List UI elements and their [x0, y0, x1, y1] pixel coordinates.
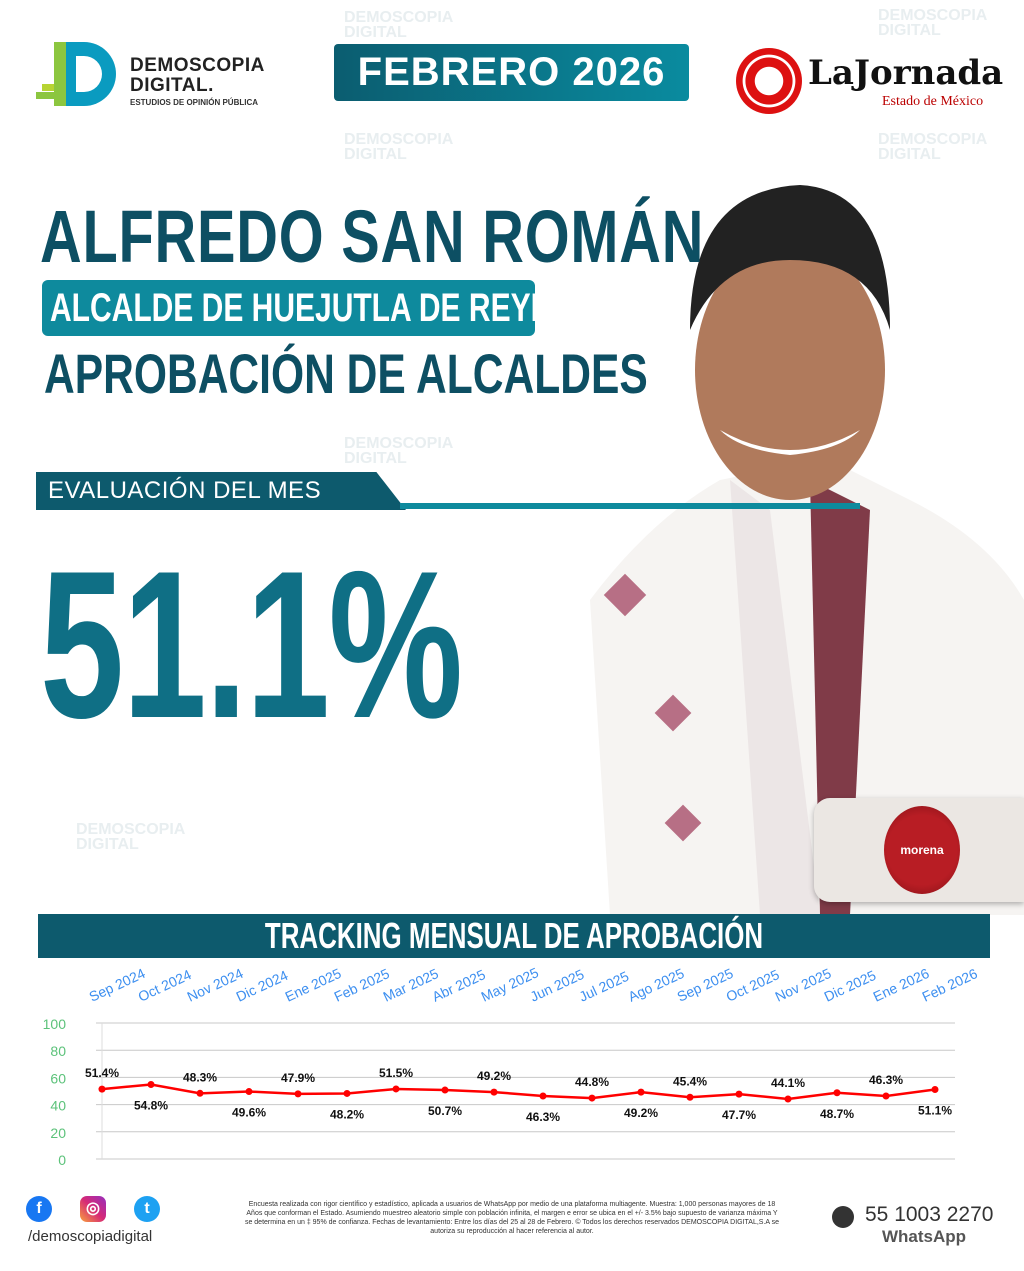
data-label: 47.9%	[281, 1071, 315, 1085]
y-tick-label: 40	[50, 1098, 66, 1114]
watermark: DEMOSCOPIA DIGITAL	[878, 7, 988, 39]
data-point	[833, 1089, 841, 1097]
data-label: 51.5%	[379, 1066, 413, 1080]
candidate-name: ALFREDO SAN ROMÁN	[40, 195, 705, 278]
instagram-icon[interactable]: ◎	[80, 1196, 106, 1222]
data-label: 44.8%	[575, 1075, 609, 1089]
evaluation-label: EVALUACIÓN DEL MES	[48, 477, 322, 504]
x-tick-label: Oct 2025	[724, 966, 782, 1005]
tracking-title: TRACKING MENSUAL DE APROBACIÓN	[264, 915, 764, 956]
y-tick-label: 100	[43, 1016, 67, 1032]
x-tick-label: Oct 2024	[136, 966, 194, 1005]
watermark: DEMOSCOPIA DIGITAL	[344, 435, 454, 467]
x-tick-label: Feb 2025	[332, 965, 393, 1005]
demoscopia-d-icon	[36, 42, 116, 106]
data-label: 50.7%	[428, 1104, 462, 1118]
data-label: 49.2%	[624, 1106, 658, 1120]
tracking-header: TRACKING MENSUAL DE APROBACIÓN	[38, 914, 990, 958]
twitter-icon[interactable]: t	[134, 1196, 160, 1222]
x-tick-label: Abr 2025	[430, 966, 488, 1005]
watermark: DEMOSCOPIA DIGITAL	[344, 131, 454, 163]
social-icons: f ◎ t	[26, 1196, 188, 1222]
data-point	[294, 1090, 302, 1098]
logo-text: DEMOSCOPIA	[130, 55, 265, 76]
partner-name: LaJornada	[808, 53, 1004, 93]
disclaimer: Encuesta realizada con rigor científico …	[244, 1201, 780, 1235]
data-point	[245, 1088, 253, 1096]
x-tick-label: Jul 2025	[577, 968, 632, 1005]
evaluation-label-bar: EVALUACIÓN DEL MES	[36, 472, 406, 510]
data-label: 44.1%	[771, 1076, 805, 1090]
watermark: DEMOSCOPIA DIGITAL	[878, 131, 988, 163]
social-handle[interactable]: /demoscopiadigital	[28, 1228, 153, 1245]
la-jornada-logo: LaJornada Estado de México	[736, 48, 1003, 118]
series-line	[101, 1083, 936, 1101]
evaluation-value: 51.1%	[40, 527, 463, 762]
data-label: 49.6%	[232, 1106, 266, 1120]
data-label: 51.4%	[85, 1066, 119, 1080]
logo-tagline: ESTUDIOS DE OPINIÓN PÚBLICA	[130, 98, 259, 107]
data-point	[784, 1095, 792, 1103]
data-label: 48.3%	[183, 1070, 217, 1084]
data-point	[147, 1080, 155, 1088]
logo-text: DIGITAL.	[130, 75, 214, 96]
role-text: ALCALDE DE HUEJUTLA DE REYES	[50, 286, 535, 330]
data-label: 49.2%	[477, 1069, 511, 1083]
data-point	[686, 1093, 694, 1101]
data-point	[588, 1094, 596, 1102]
party-badge: morena	[814, 798, 1024, 902]
data-label: 54.8%	[134, 1098, 168, 1112]
data-label: 45.4%	[673, 1074, 707, 1088]
morena-logo: morena	[884, 806, 960, 894]
sun-icon	[736, 48, 802, 114]
data-label: 47.7%	[722, 1108, 756, 1122]
phone-number: 55 1003 2270	[865, 1203, 994, 1226]
whatsapp-label: WhatsApp	[882, 1227, 967, 1246]
data-point	[392, 1085, 400, 1093]
data-label: 51.1%	[918, 1104, 952, 1118]
y-tick-label: 0	[58, 1152, 66, 1168]
section-title: APROBACIÓN DE ALCALDES	[44, 342, 648, 405]
divider	[400, 503, 860, 509]
data-point	[539, 1092, 547, 1100]
y-tick-label: 80	[50, 1043, 66, 1059]
demoscopia-logo: DEMOSCOPIA DIGITAL. ESTUDIOS DE OPINIÓN …	[36, 42, 276, 107]
data-point	[490, 1088, 498, 1096]
watermark: DEMOSCOPIA DIGITAL	[344, 9, 454, 41]
data-point	[637, 1088, 645, 1096]
watermark: DEMOSCOPIA DIGITAL	[76, 821, 186, 853]
x-tick-label: Mar 2025	[381, 965, 442, 1005]
whatsapp-icon	[832, 1206, 854, 1228]
data-label: 48.7%	[820, 1107, 854, 1121]
partner-subtitle: Estado de México	[882, 94, 984, 109]
data-point	[441, 1086, 449, 1094]
data-label: 48.2%	[330, 1107, 364, 1121]
y-tick-label: 20	[50, 1125, 66, 1141]
facebook-icon[interactable]: f	[26, 1196, 52, 1222]
month-banner: FEBRERO 2026	[334, 44, 689, 101]
candidate-role: ALCALDE DE HUEJUTLA DE REYES	[42, 280, 535, 336]
x-tick-label: Feb 2026	[920, 965, 981, 1005]
y-tick-label: 60	[50, 1070, 66, 1086]
data-point	[343, 1089, 351, 1097]
data-point	[931, 1086, 939, 1094]
data-point	[735, 1090, 743, 1098]
data-point	[196, 1089, 204, 1097]
data-point	[882, 1092, 890, 1100]
data-label: 46.3%	[526, 1110, 560, 1124]
data-label: 46.3%	[869, 1073, 903, 1087]
data-point	[98, 1085, 106, 1093]
